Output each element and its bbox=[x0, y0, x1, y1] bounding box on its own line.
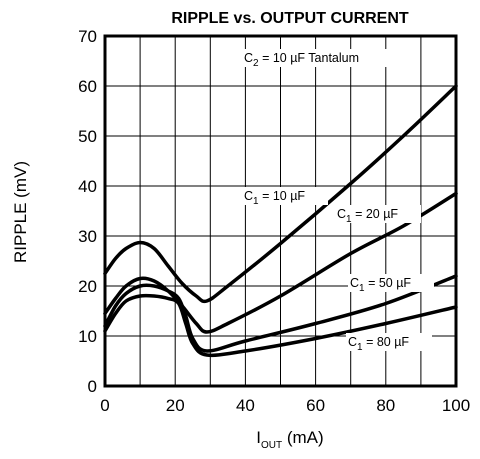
x-axis-label-main: I bbox=[256, 428, 261, 447]
series-line-c1-80uf bbox=[103, 293, 458, 358]
series-line-c1-10uf bbox=[103, 84, 458, 304]
x-tick-label: 60 bbox=[306, 396, 325, 415]
x-tick-label: 40 bbox=[236, 396, 255, 415]
x-tick-label: 80 bbox=[376, 396, 395, 415]
y-tick-label: 40 bbox=[78, 177, 97, 196]
series-line-c1-20uf bbox=[103, 191, 458, 334]
x-axis-label-unit: (mA) bbox=[282, 428, 324, 447]
x-axis-label-sub: OUT bbox=[261, 440, 282, 451]
curve-label-c1-10uf: C1 = 10 µF bbox=[244, 189, 305, 207]
y-tick-label: 30 bbox=[78, 227, 97, 246]
curve-label-c1-20uf-bg bbox=[335, 205, 421, 223]
y-tick-label: 50 bbox=[78, 127, 97, 146]
y-tick-label: 0 bbox=[88, 377, 97, 396]
curve-label-c1-20uf: C1 = 20 µF bbox=[337, 207, 398, 225]
curve-label-c1-50uf-bg bbox=[348, 274, 434, 292]
capacitor-note-bg bbox=[242, 49, 390, 67]
y-tick-label: 60 bbox=[78, 77, 97, 96]
curve-label-c1-10uf-bg bbox=[242, 187, 328, 205]
y-tick-label: 20 bbox=[78, 277, 97, 296]
chart-title: RIPPLE vs. OUTPUT CURRENT bbox=[171, 10, 409, 27]
curve-label-c1-50uf: C1 = 50 µF bbox=[350, 276, 411, 294]
x-tick-label: 0 bbox=[100, 396, 109, 415]
curve-label-c1-80uf-bg bbox=[346, 333, 432, 351]
y-axis-label: RIPPLE (mV) bbox=[11, 161, 30, 263]
y-tick-label: 10 bbox=[78, 327, 97, 346]
curve-label-c1-80uf: C1 = 80 µF bbox=[348, 335, 409, 353]
curve-labels: C1 = 10 µF C1 = 20 µF C1 = 50 µF C1 = 80 µF… bbox=[242, 49, 434, 353]
y-tick-label: 70 bbox=[78, 27, 97, 46]
ticks: 0 20 40 60 80 100 0 10 20 30 40 50 60 70 bbox=[78, 27, 470, 415]
series-layer bbox=[103, 84, 458, 358]
x-tick-label: 20 bbox=[166, 396, 185, 415]
plot-frame bbox=[103, 34, 458, 388]
series-line-c1-50uf bbox=[103, 274, 458, 353]
x-axis-label: IOUT (mA) bbox=[256, 428, 323, 451]
x-tick-label: 100 bbox=[442, 396, 470, 415]
capacitor-note: C2 = 10 µF Tantalum bbox=[244, 51, 359, 69]
